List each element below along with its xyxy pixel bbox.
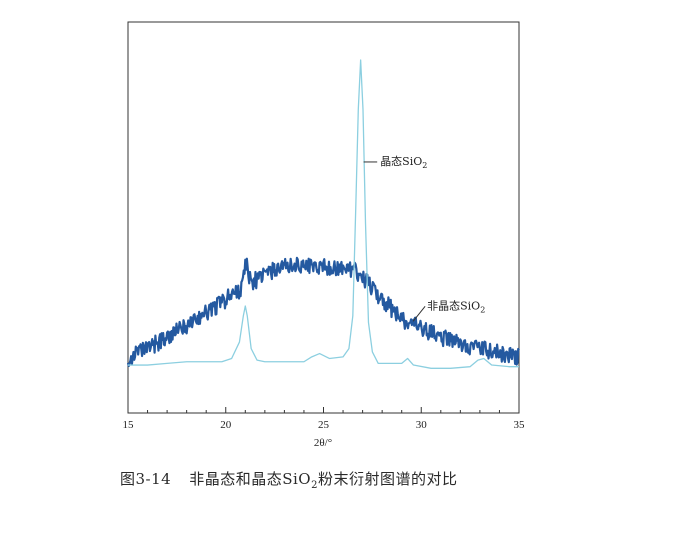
x-axis-tick-labels: 15 20 25 30 35: [123, 419, 526, 431]
plot-frame: [127, 21, 520, 414]
x-tick-label: 30: [416, 419, 428, 431]
annotation-text: 非晶态SiO: [427, 299, 480, 312]
x-tick-label: 20: [220, 419, 232, 431]
series-crystalline-sio2-line: [128, 59, 519, 369]
annotation-subscript: 2: [422, 161, 427, 170]
x-tick-label: 15: [123, 419, 135, 431]
series-amorphous-sio2-line: [126, 256, 520, 367]
x-axis-label: 2θ/°: [314, 437, 332, 449]
amorphous-leader-line: [412, 305, 426, 322]
series-group: [126, 59, 520, 369]
caption-subscript: 2: [311, 480, 318, 491]
figure-caption: 图3-14 非晶态和晶态SiO2粉末衍射图谱的对比: [120, 468, 457, 491]
caption-text-after: 粉末衍射图谱的对比: [317, 470, 458, 488]
annotation-crystalline-sio2: 晶态SiO2: [380, 155, 427, 170]
caption-text-before: 非晶态和晶态SiO: [189, 470, 312, 488]
x-tick-label: 35: [514, 419, 526, 431]
figure-number: 图3-14: [120, 470, 172, 488]
annotation-amorphous-sio2: 非晶态SiO2: [427, 299, 485, 314]
x-tick-label: 25: [318, 419, 330, 431]
x-axis-ticks: [127, 407, 520, 413]
annotation-subscript: 2: [480, 305, 485, 314]
annotation-text: 晶态SiO: [380, 155, 422, 168]
